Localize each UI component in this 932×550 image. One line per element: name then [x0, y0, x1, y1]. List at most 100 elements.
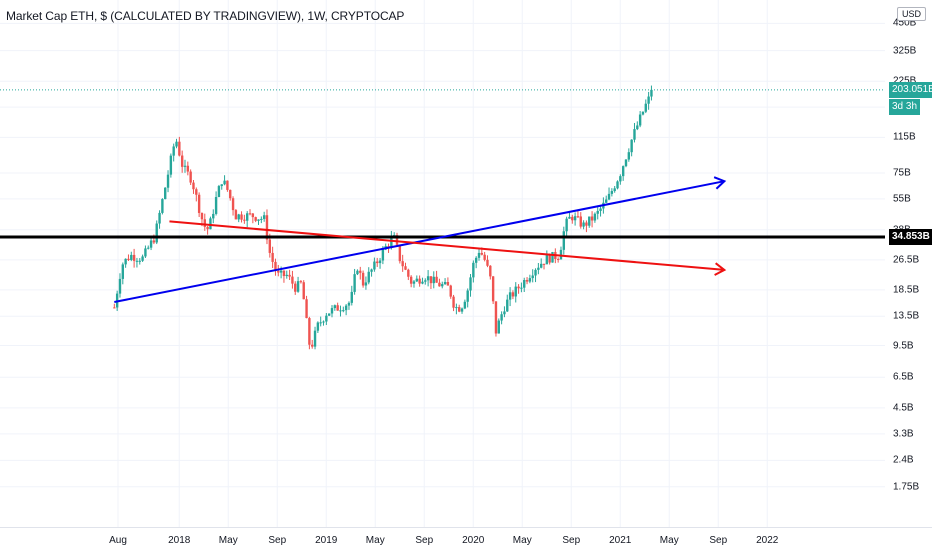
chart-pane[interactable]: Market Cap ETH, $ (CALCULATED BY TRADING…	[0, 0, 885, 527]
candle-body	[268, 239, 272, 253]
candle-body	[647, 96, 650, 104]
candle-body	[135, 260, 139, 262]
candle-body	[180, 155, 184, 167]
candle-body	[149, 240, 153, 248]
candle-body	[231, 198, 235, 211]
candle-body	[296, 281, 300, 292]
candle-body	[274, 261, 277, 271]
candle-body	[155, 223, 158, 243]
candle-body	[113, 307, 116, 309]
candle-body	[203, 219, 206, 227]
candle-body	[141, 256, 144, 261]
candle-body	[288, 274, 291, 277]
candle-body	[251, 213, 255, 218]
candle-body	[429, 276, 433, 284]
time-tick-label: 2022	[756, 535, 779, 546]
candle-body	[387, 246, 390, 248]
price-tick-label: 1.75B	[893, 481, 920, 493]
candle-body	[364, 282, 368, 286]
candle-body	[607, 193, 611, 200]
candle-body	[152, 240, 156, 243]
candle-body	[432, 276, 435, 284]
candle-body	[271, 252, 274, 262]
candle-body	[356, 270, 359, 275]
time-tick-label: May	[218, 535, 238, 546]
candle-body	[147, 247, 150, 249]
time-axis[interactable]: Aug 2018 May Sep 2019 May Sep 2020 May Sep 2021 May…	[0, 527, 932, 550]
candle-body	[118, 278, 122, 294]
blue-trendline	[114, 180, 725, 303]
candle-body	[506, 299, 509, 312]
candle-body	[412, 281, 416, 284]
price-tick-label: 450B	[893, 17, 917, 29]
candle-body	[418, 278, 421, 284]
candle-body	[644, 103, 647, 112]
candle-body	[319, 322, 322, 324]
candle-body	[407, 269, 410, 277]
candle-body	[333, 305, 337, 309]
time-tick-label: May	[512, 535, 532, 546]
candle-body	[398, 244, 402, 262]
time-tick-label: 2018	[168, 535, 191, 546]
candle-body	[460, 308, 464, 312]
candle-body	[223, 180, 226, 185]
candle-body	[559, 249, 563, 260]
candle-body	[212, 213, 215, 219]
candle-body	[336, 305, 339, 311]
candle-body	[435, 276, 438, 283]
price-axis[interactable]: 450B325B225B165B115B75B55B38B26.5B18.5B1…	[885, 0, 932, 527]
time-tick-label: Sep	[709, 535, 728, 546]
horizontal-level-label: 34.853B	[889, 229, 932, 245]
candle-body	[262, 215, 266, 219]
candle-body	[161, 199, 164, 213]
price-tick-label: 13.5B	[893, 310, 920, 322]
candle-body	[138, 260, 141, 262]
candle-body	[542, 263, 546, 265]
candle-body	[605, 199, 608, 203]
candle-body	[539, 263, 543, 268]
time-tick-label: 2020	[462, 535, 485, 546]
price-tick-label: 4.5B	[893, 402, 914, 414]
candle-body	[503, 311, 506, 315]
candle-body	[621, 166, 625, 177]
candlestick-chart[interactable]	[0, 0, 885, 527]
candle-body	[127, 258, 130, 260]
candle-body	[381, 249, 385, 261]
candle-body	[164, 187, 167, 200]
chart-title: Market Cap ETH, $ (CALCULATED BY TRADING…	[6, 9, 405, 23]
bar-countdown-label: 3d 3h	[889, 98, 921, 115]
candle-body	[585, 222, 588, 226]
candle-body	[367, 271, 370, 283]
candle-body	[166, 174, 170, 188]
candle-body	[192, 182, 195, 190]
candle-body	[214, 197, 218, 214]
price-tick-label: 55B	[893, 193, 911, 205]
candle-body	[421, 281, 424, 284]
candle-body	[260, 218, 263, 220]
candle-body	[322, 321, 325, 323]
candle-body	[517, 286, 520, 289]
candle-body	[534, 269, 537, 276]
candle-body	[537, 267, 540, 270]
candle-body	[342, 310, 345, 312]
blue-trendline-arrowhead	[713, 176, 727, 190]
candle-body	[446, 281, 450, 286]
candle-body	[347, 302, 351, 306]
price-tick-label: 26.5B	[893, 254, 920, 266]
candle-body	[469, 277, 472, 291]
candle-body	[514, 286, 517, 297]
candle-body	[551, 252, 554, 263]
candle-body	[528, 278, 532, 282]
candle-body	[573, 216, 577, 221]
candle-body	[579, 216, 582, 227]
candle-body	[489, 265, 492, 277]
candle-body	[206, 226, 209, 230]
candle-body	[610, 191, 614, 194]
candle-body	[508, 292, 512, 300]
candle-body	[458, 307, 461, 312]
candle-body	[565, 218, 568, 232]
currency-button[interactable]: USD	[897, 7, 927, 21]
red-trendline-arrowhead	[714, 262, 727, 276]
price-tick-label: 2.4B	[893, 454, 914, 466]
candle-body	[370, 269, 373, 272]
